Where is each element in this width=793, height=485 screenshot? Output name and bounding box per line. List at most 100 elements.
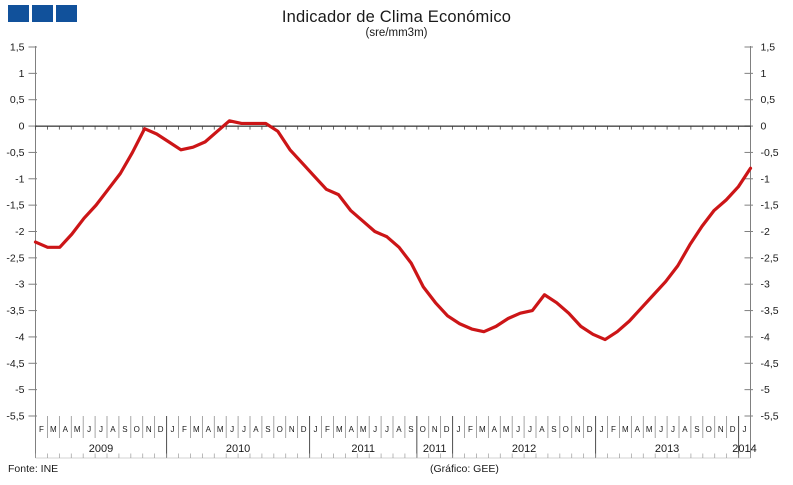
svg-text:-3: -3 [15, 279, 24, 291]
svg-text:-1,5: -1,5 [6, 200, 24, 212]
svg-text:0,5: 0,5 [10, 94, 25, 106]
svg-text:2011: 2011 [423, 443, 447, 455]
svg-text:2010: 2010 [226, 443, 250, 455]
svg-text:A: A [396, 425, 402, 434]
svg-text:2012: 2012 [512, 443, 536, 455]
svg-text:-3,5: -3,5 [6, 305, 24, 317]
svg-text:A: A [682, 425, 688, 434]
svg-text:D: D [730, 425, 736, 434]
svg-text:J: J [743, 425, 747, 434]
zero-line [35, 125, 751, 130]
svg-text:M: M [336, 425, 343, 434]
svg-text:-4,5: -4,5 [6, 358, 24, 370]
svg-text:1,5: 1,5 [10, 42, 25, 54]
svg-text:-5,5: -5,5 [6, 411, 24, 423]
svg-text:M: M [74, 425, 81, 434]
svg-text:0: 0 [761, 121, 767, 133]
chart-subtitle: (sre/mm3m) [365, 27, 428, 39]
svg-text:J: J [171, 425, 175, 434]
svg-text:N: N [718, 425, 724, 434]
svg-text:S: S [408, 425, 413, 434]
svg-text:A: A [635, 425, 641, 434]
svg-text:D: D [444, 425, 450, 434]
svg-text:-4,5: -4,5 [761, 358, 779, 370]
svg-text:S: S [694, 425, 699, 434]
logo-square-icon [32, 5, 53, 22]
svg-text:J: J [242, 425, 246, 434]
svg-text:D: D [587, 425, 593, 434]
svg-text:0: 0 [19, 121, 25, 133]
svg-text:D: D [301, 425, 307, 434]
svg-text:F: F [468, 425, 473, 434]
svg-text:M: M [646, 425, 653, 434]
svg-text:J: J [659, 425, 663, 434]
svg-text:-1: -1 [761, 173, 770, 185]
x-axis-bottom-ticks [35, 453, 751, 459]
svg-text:F: F [182, 425, 187, 434]
svg-text:J: J [99, 425, 103, 434]
svg-text:M: M [193, 425, 200, 434]
svg-text:A: A [539, 425, 545, 434]
svg-text:1,5: 1,5 [761, 42, 776, 54]
svg-text:J: J [230, 425, 234, 434]
svg-text:M: M [360, 425, 367, 434]
logo-square-icon [8, 5, 29, 22]
svg-text:A: A [110, 425, 116, 434]
svg-text:-5: -5 [761, 384, 770, 396]
svg-text:2014: 2014 [732, 443, 756, 455]
svg-text:A: A [349, 425, 355, 434]
svg-text:J: J [671, 425, 675, 434]
svg-text:-2: -2 [15, 226, 24, 238]
svg-text:-4: -4 [761, 331, 770, 343]
svg-text:2009: 2009 [89, 443, 113, 455]
svg-text:1: 1 [761, 68, 767, 80]
svg-text:-2: -2 [761, 226, 770, 238]
svg-text:-1,5: -1,5 [761, 200, 779, 212]
svg-text:O: O [277, 425, 283, 434]
svg-text:-2,5: -2,5 [761, 252, 779, 264]
svg-text:N: N [575, 425, 581, 434]
svg-text:N: N [146, 425, 152, 434]
svg-text:O: O [134, 425, 140, 434]
chart-title: Indicador de Clima Económico [281, 8, 512, 26]
svg-text:-2,5: -2,5 [6, 252, 24, 264]
svg-text:S: S [265, 425, 270, 434]
svg-text:F: F [39, 425, 44, 434]
source-label: Fonte: INE [8, 463, 59, 475]
svg-text:A: A [63, 425, 69, 434]
svg-text:-5,5: -5,5 [761, 411, 779, 423]
svg-text:0,5: 0,5 [761, 94, 776, 106]
svg-text:A: A [492, 425, 498, 434]
svg-text:J: J [385, 425, 389, 434]
svg-text:J: J [516, 425, 520, 434]
svg-text:1: 1 [19, 68, 25, 80]
svg-text:M: M [503, 425, 510, 434]
svg-text:M: M [217, 425, 224, 434]
svg-text:-4: -4 [15, 331, 24, 343]
x-axis-year-labels: 2009 2010 2011 2011 2012 2013 2014 [89, 443, 757, 455]
svg-text:J: J [87, 425, 91, 434]
svg-text:N: N [289, 425, 295, 434]
svg-text:M: M [479, 425, 486, 434]
svg-text:N: N [432, 425, 438, 434]
svg-text:A: A [206, 425, 212, 434]
svg-text:O: O [563, 425, 569, 434]
svg-text:-3: -3 [761, 279, 770, 291]
y-axis-ticks-labels: 1,5 1,5 1 1 0,5 0,5 0 0 -0,5 -0,5 -1 -1 -1,5 -1,5 -2 -2… [6, 42, 778, 423]
svg-text:-0,5: -0,5 [6, 147, 24, 159]
svg-text:J: J [314, 425, 318, 434]
credit-label: (Gráfico: GEE) [430, 463, 499, 475]
svg-text:J: J [528, 425, 532, 434]
svg-text:O: O [706, 425, 712, 434]
svg-text:J: J [457, 425, 461, 434]
logo-squares [8, 5, 77, 22]
svg-text:M: M [50, 425, 57, 434]
svg-text:J: J [373, 425, 377, 434]
svg-text:S: S [551, 425, 556, 434]
svg-text:-0,5: -0,5 [761, 147, 779, 159]
svg-text:-3,5: -3,5 [761, 305, 779, 317]
svg-text:-5: -5 [15, 384, 24, 396]
